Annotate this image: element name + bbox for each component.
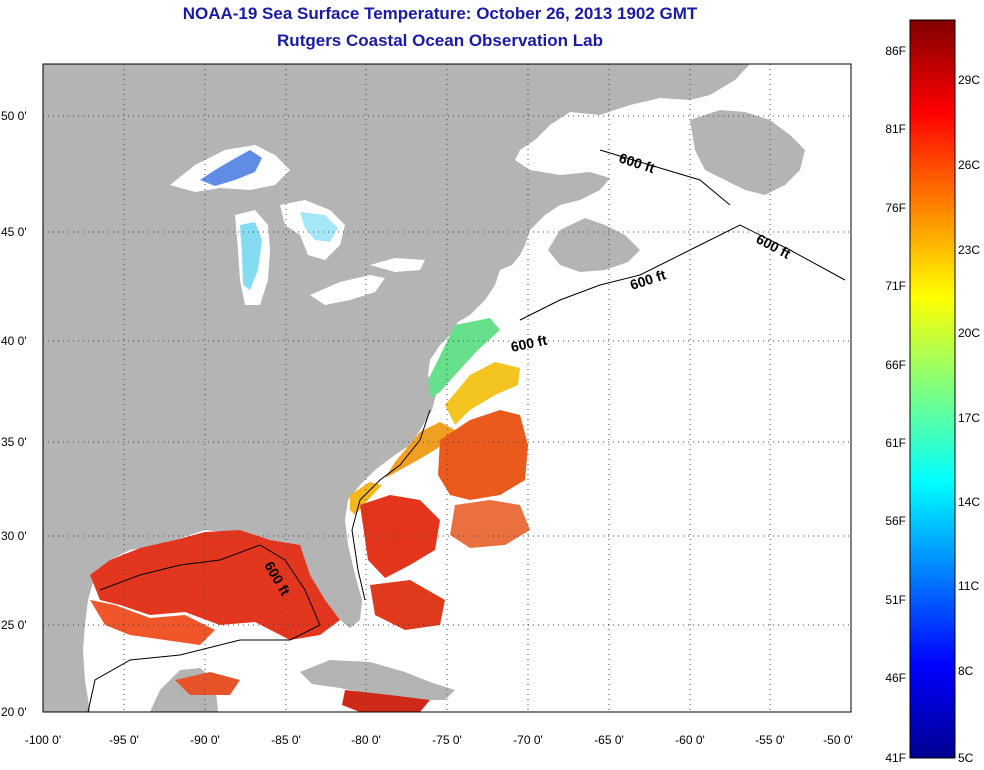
map-border: [42, 63, 852, 713]
lon-tick-label: -85 0': [271, 733, 301, 747]
colorbar-c-label: 20C: [958, 326, 980, 340]
colorbar-f-label: 51F: [885, 593, 906, 607]
lon-tick-label: -70 0': [513, 733, 543, 747]
lon-tick-label: -55 0': [755, 733, 785, 747]
sst-gulf-west: [90, 600, 215, 645]
map-title: NOAA-19 Sea Surface Temperature: October…: [182, 4, 698, 23]
lake-michigan-sst: [240, 222, 262, 290]
colorbar-c-label: 14C: [958, 495, 980, 509]
sst-gulf-stream: [438, 410, 528, 500]
colorbar-c-label: 5C: [958, 751, 974, 765]
sst-slope-water: [445, 362, 520, 425]
lon-tick-label: -100 0': [25, 733, 61, 747]
land-florida: [300, 520, 360, 628]
lon-tick-label: -65 0': [594, 733, 624, 747]
lon-tick-label: -95 0': [109, 733, 139, 747]
land-newfoundland: [690, 110, 805, 195]
sst-yucatan-channel: [175, 672, 240, 695]
lon-tick-label: -60 0': [675, 733, 705, 747]
colorbar: [909, 19, 956, 759]
depth-contour-lines: [87, 149, 846, 712]
colorbar-c-label: 11C: [958, 579, 979, 593]
lat-tick-label: 25 0': [1, 618, 27, 632]
lon-tick-label: -80 0': [351, 733, 381, 747]
colorbar-f-label: 66F: [885, 358, 906, 372]
sst-caribbean: [342, 690, 430, 712]
lake-erie: [310, 275, 385, 305]
map-subtitle: Rutgers Coastal Ocean Observation Lab: [277, 31, 603, 50]
colorbar-f-label: 71F: [885, 279, 906, 293]
colorbar-c-label: 26C: [958, 158, 980, 172]
lake-ontario: [370, 258, 425, 272]
colorbar-f-label: 76F: [885, 201, 906, 215]
colorbar-f-label: 41F: [885, 751, 906, 765]
lon-tick-label: -90 0': [190, 733, 220, 747]
colorbar-c-label: 8C: [958, 664, 974, 678]
lat-tick-label: 20 0': [1, 705, 27, 719]
lon-tick-label: -75 0': [432, 733, 462, 747]
graticule: [43, 64, 851, 712]
sst-mid-atlantic-shelf: [428, 318, 500, 398]
land-nova-scotia: [548, 218, 640, 272]
lake-huron-sst: [300, 212, 338, 242]
colorbar-f-label: 86F: [885, 44, 906, 58]
lat-tick-label: 40 0': [1, 334, 27, 348]
lake-superior-sst: [200, 150, 262, 186]
contour-label: 600 ft: [509, 332, 548, 355]
lat-tick-label: 35 0': [1, 435, 27, 449]
sst-florida-atlantic: [360, 495, 440, 578]
colorbar-f-label: 61F: [885, 436, 906, 450]
colorbar-c-label: 23C: [958, 243, 980, 257]
colorbar-c-label: 17C: [958, 411, 980, 425]
sst-carolina-coast: [385, 422, 455, 478]
colorbar-f-label: 46F: [885, 671, 906, 685]
land-north-america: [43, 64, 750, 712]
sst-bahamas: [370, 580, 445, 630]
sst-gulf-stream-2: [450, 500, 530, 548]
colorbar-f-label: 56F: [885, 514, 906, 528]
lat-tick-label: 50 0': [1, 109, 27, 123]
lat-tick-label: 30 0': [1, 529, 27, 543]
colorbar-f-label: 81F: [885, 122, 906, 136]
land-cuba: [300, 660, 455, 700]
colorbar-c-label: 29C: [958, 73, 980, 87]
lon-tick-label: -50 0': [823, 733, 853, 747]
sst-gulf-of-mexico: [90, 530, 340, 640]
lat-tick-label: 45 0': [1, 225, 27, 239]
